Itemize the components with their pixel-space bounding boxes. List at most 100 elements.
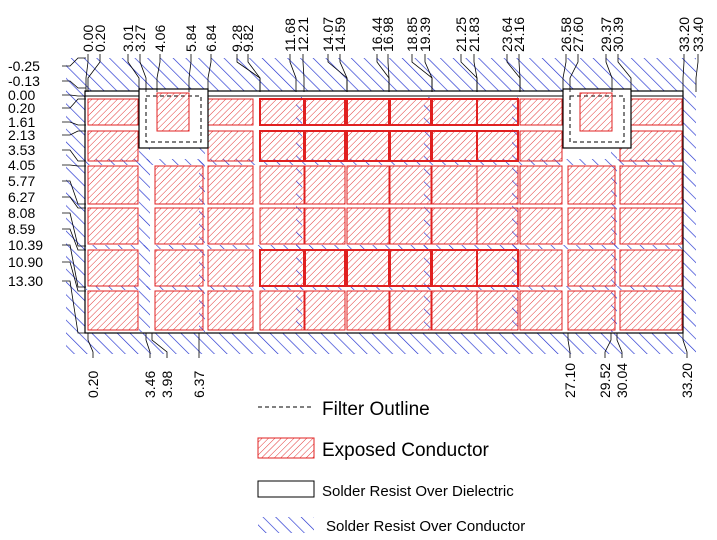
top-dimension-label: 6.84	[203, 25, 219, 52]
top-dimension-label: 9.28	[229, 25, 245, 52]
top-dimension-label: 3.01	[120, 25, 136, 52]
exposed-conductor-pad	[303, 290, 346, 331]
exposed-conductor-pad	[303, 207, 346, 245]
exposed-conductor-pad	[346, 165, 391, 205]
left-dimension-label: 5.77	[8, 173, 35, 189]
exposed-conductor-pad	[346, 98, 391, 126]
conductor-strip-h	[86, 245, 682, 249]
bottom-dimension-label: 33.20	[679, 363, 695, 398]
exposed-conductor-pad	[519, 98, 563, 126]
top-dimension-label: 30.39	[610, 17, 626, 52]
exposed-conductor-pad	[207, 207, 254, 245]
exposed-conductor-pad	[619, 290, 683, 331]
exposed-conductor-pad	[87, 290, 139, 331]
exposed-conductor-pad	[346, 249, 391, 287]
exposed-conductor-pad	[619, 207, 683, 245]
top-dimension-label: 16.98	[380, 17, 396, 52]
left-dimension-label: 13.30	[8, 273, 43, 289]
exposed-conductor-pad	[87, 165, 139, 205]
exposed-conductor-pad	[519, 290, 563, 331]
left-dimension-label: -0.25	[8, 58, 40, 74]
legend-solder-conductor-swatch	[258, 517, 314, 533]
exposed-conductor-pad	[207, 98, 254, 126]
exposed-conductor-pad	[567, 165, 616, 205]
exposed-conductor-pad	[619, 165, 683, 205]
exposed-conductor-pad	[431, 290, 478, 331]
legend-filter-outline-label: Filter Outline	[322, 399, 430, 420]
exposed-conductor-pad	[303, 249, 346, 287]
exposed-conductor-pad	[519, 130, 563, 162]
exposed-conductor-pad	[259, 249, 306, 287]
top-dimension-label: 33.20	[676, 17, 692, 52]
conductor-strip-h	[86, 286, 682, 290]
exposed-conductor-pad	[388, 249, 432, 287]
exposed-conductor-pad	[259, 290, 306, 331]
exposed-conductor-pad	[476, 207, 519, 245]
legend-solder-conductor-label: Solder Resist Over Conductor	[326, 518, 525, 535]
exposed-conductor-pad	[519, 165, 563, 205]
top-dimension-label: 4.06	[152, 25, 168, 52]
bottom-dimension-label: 3.46	[142, 371, 158, 398]
top-dimension-label: 11.68	[282, 18, 298, 52]
exposed-conductor-pad	[388, 165, 432, 205]
top-dimension-label: 24.16	[511, 17, 527, 52]
exposed-conductor-pad	[346, 207, 391, 245]
exposed-conductor-pad	[207, 290, 254, 331]
exposed-conductor-pad	[476, 130, 519, 162]
top-dimension-label: 18.85	[404, 17, 420, 52]
exposed-conductor-pad	[303, 130, 346, 162]
left-dimension-label: 1.61	[8, 114, 35, 130]
left-dimension-label: 4.05	[8, 157, 35, 173]
conductor-strip-v	[139, 97, 150, 332]
exposed-conductor-pad	[154, 207, 204, 245]
top-dimension-label: 14.07	[320, 17, 336, 52]
exposed-conductor-pad	[431, 130, 478, 162]
exposed-conductor-pad	[567, 290, 616, 331]
exposed-conductor-pad	[476, 290, 519, 331]
exposed-conductor-pad	[154, 290, 204, 331]
bottom-dimension-label: 6.37	[191, 371, 207, 398]
bottom-dimension-label: 29.52	[597, 363, 613, 398]
exposed-conductor-pads	[86, 97, 683, 332]
exposed-conductor-pad	[388, 290, 432, 331]
top-dimension-label: 33.40	[690, 17, 706, 52]
legend-exposed-conductor-swatch	[257, 437, 315, 459]
top-dimension-label: 12.21	[295, 17, 311, 52]
legend-solder-dielectric-swatch	[257, 480, 315, 498]
exposed-conductor-pad	[431, 98, 478, 126]
bottom-dimension-label: 3.98	[159, 371, 175, 398]
top-dimension-label: 16.44	[369, 17, 385, 52]
left-dimension-label: -0.13	[8, 73, 40, 89]
left-dimension-label: 6.27	[8, 189, 35, 205]
exposed-conductor-pad	[259, 207, 306, 245]
left-dimension-label: 0.20	[8, 100, 35, 116]
left-dimension-label: 10.90	[8, 254, 43, 270]
exposed-conductor-pad	[207, 249, 254, 287]
left-dimension-label: 3.53	[8, 142, 35, 158]
exposed-conductor-pad	[519, 249, 563, 287]
exposed-conductor-pad	[567, 207, 616, 245]
top-dimension-label: 3.27	[132, 25, 148, 52]
left-dimension-label: 2.13	[8, 127, 35, 143]
exposed-conductor-pad	[259, 165, 306, 205]
top-dimension-label: 19.39	[417, 17, 433, 52]
top-dimension-label: 21.83	[466, 17, 482, 52]
bottom-dimension-label: 30.04	[614, 363, 630, 398]
exposed-conductor-pad	[87, 207, 139, 245]
bottom-dimension-label: 0.20	[85, 371, 101, 398]
top-dimension-label: 21.25	[453, 17, 469, 52]
bottom-dimension-label: 27.10	[562, 363, 578, 398]
exposed-conductor-pad	[388, 98, 432, 126]
left-dimension-label: 10.39	[8, 237, 43, 253]
exposed-conductor-pad	[346, 130, 391, 162]
exposed-conductor-pad	[303, 165, 346, 205]
top-dimension-label: 0.00	[80, 25, 96, 52]
legend: Filter Outline Exposed Conductor Solder …	[257, 399, 525, 535]
exposed-conductor-pad	[567, 249, 616, 287]
exposed-conductor-pad	[619, 249, 683, 287]
exposed-conductor-pad	[87, 249, 139, 287]
top-dimension-label: 23.64	[499, 17, 515, 52]
dimension-leaders	[62, 54, 699, 358]
notch-right	[562, 88, 632, 149]
